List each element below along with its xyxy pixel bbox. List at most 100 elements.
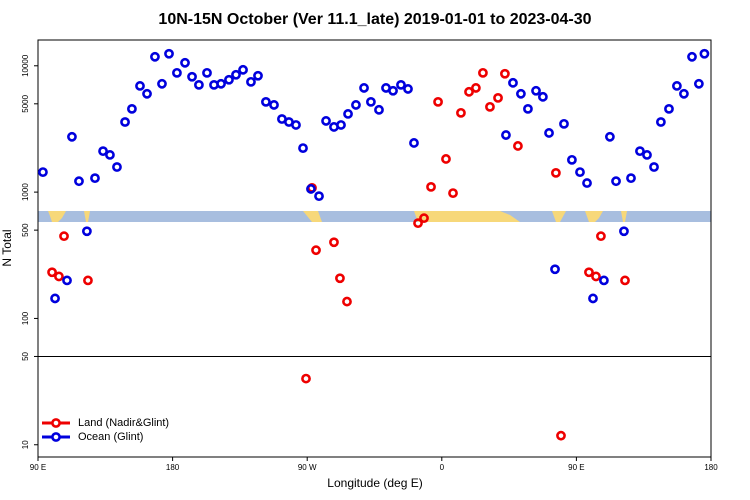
point xyxy=(508,77,518,88)
point xyxy=(635,146,645,157)
y-axis-label: N Total xyxy=(0,229,14,266)
point xyxy=(596,231,606,242)
point xyxy=(359,83,369,93)
point xyxy=(261,96,271,107)
y-tick-label: 10000 xyxy=(21,54,30,77)
point xyxy=(413,218,423,229)
point xyxy=(194,79,204,90)
point xyxy=(611,176,621,187)
point xyxy=(537,91,548,102)
point xyxy=(620,275,630,286)
point xyxy=(556,430,566,441)
x-tick-label: 90 E xyxy=(568,463,584,472)
point xyxy=(403,84,413,94)
point xyxy=(105,150,115,160)
point xyxy=(559,118,569,129)
point xyxy=(409,138,419,148)
point xyxy=(253,70,263,81)
x-axis-label: Longitude (deg E) xyxy=(327,476,422,490)
point xyxy=(314,191,324,202)
point xyxy=(464,86,474,97)
point xyxy=(47,267,57,278)
x-tick-label: 90 W xyxy=(298,463,317,472)
point xyxy=(82,226,92,237)
y-tick-label: 10 xyxy=(21,440,30,449)
point xyxy=(343,109,353,119)
y-tick-label: 1000 xyxy=(21,183,30,201)
point xyxy=(699,48,710,59)
point xyxy=(112,162,122,172)
point xyxy=(516,88,526,99)
point xyxy=(321,116,331,126)
map-strip xyxy=(38,211,711,222)
chart-title: 10N-15N October (Ver 11.1_late) 2019-01-… xyxy=(158,11,591,28)
y-tick-label: 50 xyxy=(21,351,30,360)
point xyxy=(216,78,226,89)
point xyxy=(90,173,100,184)
y-tick-label: 500 xyxy=(21,223,30,237)
y-tick-label: 5000 xyxy=(21,94,30,112)
legend-marker xyxy=(51,432,61,442)
point xyxy=(180,57,190,68)
point xyxy=(591,271,601,282)
point xyxy=(374,104,384,115)
point xyxy=(83,275,93,286)
point xyxy=(396,79,406,90)
point xyxy=(649,162,659,172)
point xyxy=(588,293,598,304)
point xyxy=(419,213,429,224)
point xyxy=(269,100,279,110)
point xyxy=(135,81,145,91)
point xyxy=(98,146,108,157)
legend-marker xyxy=(51,418,61,428)
point xyxy=(336,120,346,130)
point xyxy=(655,117,666,127)
point xyxy=(311,245,321,256)
point xyxy=(342,296,352,307)
point xyxy=(150,51,160,62)
point xyxy=(335,273,345,284)
point xyxy=(478,67,488,78)
point xyxy=(584,267,594,278)
point xyxy=(531,85,541,96)
point xyxy=(626,173,636,184)
point xyxy=(301,373,311,384)
point xyxy=(550,264,560,275)
point xyxy=(485,101,495,112)
point xyxy=(366,96,376,107)
point xyxy=(306,184,316,194)
x-tick-label: 0 xyxy=(440,463,445,472)
point xyxy=(329,237,339,248)
point xyxy=(238,64,248,75)
point xyxy=(448,188,458,199)
point xyxy=(59,231,69,242)
y-tick-label: 100 xyxy=(21,311,30,325)
point xyxy=(501,130,511,140)
point xyxy=(664,103,674,114)
point xyxy=(441,154,451,164)
point xyxy=(582,178,592,188)
point xyxy=(224,74,234,85)
point xyxy=(231,69,241,80)
plot-frame xyxy=(37,39,712,458)
point xyxy=(567,154,577,165)
legend-label: Ocean (Glint) xyxy=(78,431,143,443)
point xyxy=(298,143,308,154)
point xyxy=(544,128,554,138)
x-tick-label: 180 xyxy=(704,463,718,472)
point xyxy=(351,100,361,110)
point xyxy=(202,67,212,78)
point xyxy=(62,275,72,286)
point xyxy=(187,71,197,82)
point xyxy=(672,81,682,91)
point xyxy=(551,167,561,178)
point xyxy=(433,96,443,107)
point xyxy=(291,120,301,130)
point xyxy=(246,76,256,87)
point xyxy=(54,271,64,282)
point xyxy=(575,167,585,178)
point xyxy=(687,51,697,62)
point xyxy=(642,150,652,160)
point xyxy=(38,167,48,178)
